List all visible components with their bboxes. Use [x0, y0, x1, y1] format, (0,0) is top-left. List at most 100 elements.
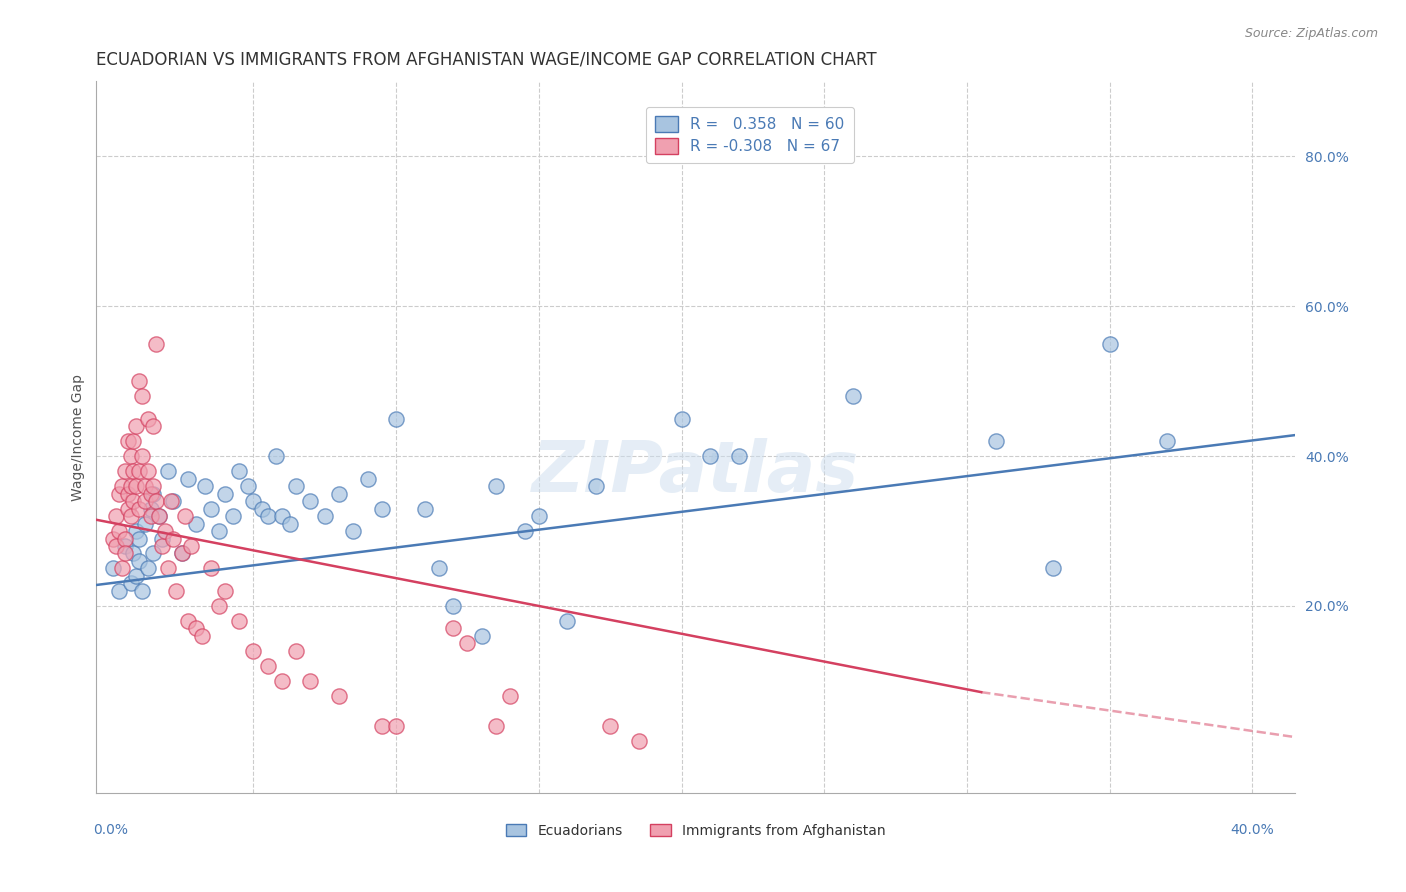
Point — [111, 479, 134, 493]
Point — [111, 561, 134, 575]
Text: 0.0%: 0.0% — [93, 823, 128, 838]
Point — [485, 479, 508, 493]
Point — [128, 374, 150, 388]
Point — [186, 516, 208, 531]
Point — [557, 614, 579, 628]
Point — [170, 547, 193, 561]
Point — [371, 501, 394, 516]
Point — [142, 547, 165, 561]
Point — [114, 532, 136, 546]
Point — [173, 509, 195, 524]
Point — [527, 509, 550, 524]
Point — [413, 501, 436, 516]
Point — [264, 449, 287, 463]
Point — [108, 524, 131, 538]
Point — [342, 524, 364, 538]
Point — [727, 449, 749, 463]
Point — [148, 509, 170, 524]
Point — [117, 486, 139, 500]
Point — [108, 486, 131, 500]
Point — [114, 464, 136, 478]
Point — [441, 599, 464, 613]
Point — [128, 464, 150, 478]
Point — [456, 636, 478, 650]
Point — [150, 532, 173, 546]
Point — [328, 689, 350, 703]
Point — [114, 539, 136, 553]
Point — [214, 486, 236, 500]
Text: ZIPatlas: ZIPatlas — [531, 439, 859, 508]
Y-axis label: Wage/Income Gap: Wage/Income Gap — [72, 374, 86, 500]
Point — [627, 734, 650, 748]
Point — [270, 509, 292, 524]
Point — [485, 719, 508, 733]
Point — [280, 516, 302, 531]
Point — [131, 449, 153, 463]
Point — [142, 419, 165, 434]
Point — [156, 561, 179, 575]
Point — [156, 464, 179, 478]
Point — [122, 464, 145, 478]
Point — [122, 434, 145, 448]
Point — [122, 547, 145, 561]
Point — [208, 599, 231, 613]
Point — [599, 719, 621, 733]
Point — [256, 659, 278, 673]
Point — [120, 576, 142, 591]
Point — [356, 471, 378, 485]
Point — [471, 629, 494, 643]
Text: ECUADORIAN VS IMMIGRANTS FROM AFGHANISTAN WAGE/INCOME GAP CORRELATION CHART: ECUADORIAN VS IMMIGRANTS FROM AFGHANISTA… — [97, 51, 877, 69]
Point — [170, 547, 193, 561]
Point — [117, 501, 139, 516]
Point — [142, 479, 165, 493]
Point — [176, 614, 198, 628]
Point — [228, 464, 250, 478]
Point — [427, 561, 450, 575]
Point — [120, 479, 142, 493]
Point — [134, 479, 156, 493]
Point — [108, 584, 131, 599]
Point — [120, 449, 142, 463]
Point — [131, 584, 153, 599]
Text: 40.0%: 40.0% — [1230, 823, 1274, 838]
Point — [1098, 336, 1121, 351]
Point — [1042, 561, 1064, 575]
Point — [139, 486, 162, 500]
Point — [194, 479, 217, 493]
Point — [499, 689, 522, 703]
Point — [984, 434, 1007, 448]
Point — [134, 494, 156, 508]
Point — [242, 644, 264, 658]
Point — [200, 561, 222, 575]
Point — [105, 539, 128, 553]
Point — [671, 411, 693, 425]
Point — [191, 629, 214, 643]
Point — [176, 471, 198, 485]
Point — [122, 494, 145, 508]
Point — [145, 336, 167, 351]
Point — [242, 494, 264, 508]
Point — [136, 561, 159, 575]
Point — [385, 411, 408, 425]
Point — [180, 539, 202, 553]
Point — [208, 524, 231, 538]
Point — [371, 719, 394, 733]
Point — [222, 509, 245, 524]
Point — [314, 509, 336, 524]
Point — [842, 389, 865, 403]
Point — [134, 516, 156, 531]
Point — [328, 486, 350, 500]
Point — [139, 509, 162, 524]
Point — [299, 673, 322, 688]
Point — [385, 719, 408, 733]
Point — [125, 569, 148, 583]
Point — [148, 509, 170, 524]
Point — [114, 547, 136, 561]
Point — [285, 479, 308, 493]
Text: Source: ZipAtlas.com: Source: ZipAtlas.com — [1244, 27, 1378, 40]
Point — [299, 494, 322, 508]
Point — [142, 486, 165, 500]
Point — [270, 673, 292, 688]
Point — [125, 479, 148, 493]
Point — [139, 501, 162, 516]
